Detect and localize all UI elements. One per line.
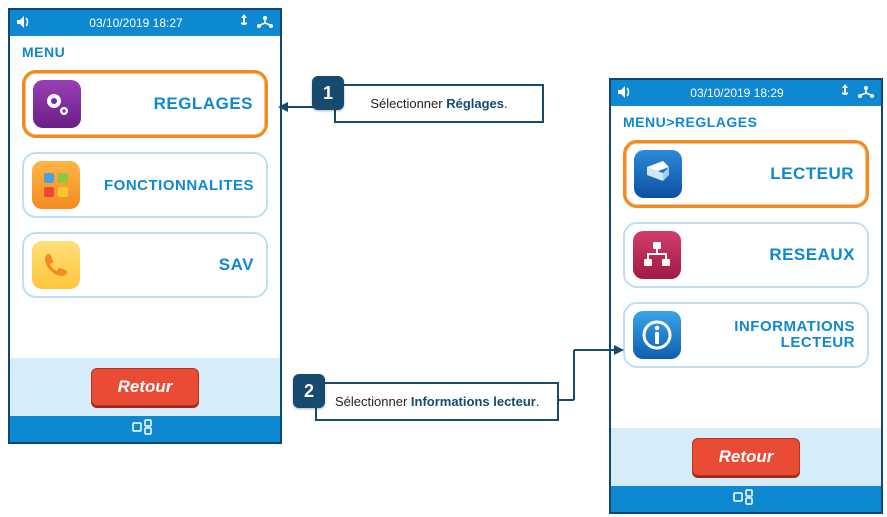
network-tree-icon — [633, 231, 681, 279]
network-icon — [857, 85, 875, 102]
status-bar: 03/10/2019 18:29 — [611, 80, 881, 106]
menu-item-label: REGLAGES — [91, 94, 253, 114]
callout-text-post: . — [536, 394, 540, 409]
menu-item-sav[interactable]: SAV — [22, 232, 268, 298]
phone-icon — [32, 241, 80, 289]
callout-box: Sélectionner Réglages. — [334, 84, 544, 123]
speaker-icon — [16, 15, 34, 32]
menu-item-label: RESEAUX — [691, 245, 855, 265]
network-icon — [256, 15, 274, 32]
menu-item-reglages[interactable]: REGLAGES — [22, 70, 268, 138]
info-icon — [633, 311, 681, 359]
status-timestamp: 03/10/2019 18:27 — [40, 16, 232, 30]
return-button[interactable]: Retour — [91, 368, 200, 406]
status-bar: 03/10/2019 18:27 — [10, 10, 280, 36]
gears-icon — [33, 80, 81, 128]
speaker-icon — [617, 85, 635, 102]
menu-item-label: FONCTIONNALITES — [90, 177, 254, 194]
apps-switch-icon[interactable] — [132, 419, 158, 440]
apps-icon — [32, 161, 80, 209]
apps-switch-icon[interactable] — [733, 489, 759, 510]
menu-item-informations-lecteur[interactable]: INFORMATIONS LECTEUR — [623, 302, 869, 368]
breadcrumb: MENU — [10, 36, 280, 64]
callout-number: 1 — [312, 76, 344, 110]
callout-box: Sélectionner Informations lecteur. — [315, 382, 559, 421]
menu-list: REGLAGES FONCTIONNALITES SAV — [10, 64, 280, 298]
menu-item-label: SAV — [90, 255, 254, 275]
menu-item-lecteur[interactable]: LECTEUR — [623, 140, 869, 208]
phone-screen-reglages: 03/10/2019 18:29 MENU>REGLAGES LECTEUR R… — [609, 78, 883, 514]
callout-text-pre: Sélectionner — [370, 96, 446, 111]
callout-step-1: 1 Sélectionner Réglages. — [312, 84, 544, 123]
callout-text-pre: Sélectionner — [335, 394, 411, 409]
menu-item-fonctionnalites[interactable]: FONCTIONNALITES — [22, 152, 268, 218]
callout-step-2: 2 Sélectionner Informations lecteur. — [293, 382, 559, 421]
bottom-bar — [611, 486, 881, 512]
return-bar: Retour — [611, 428, 881, 486]
return-bar: Retour — [10, 358, 280, 416]
reader-icon — [634, 150, 682, 198]
menu-item-label: LECTEUR — [692, 164, 854, 184]
status-timestamp: 03/10/2019 18:29 — [641, 86, 833, 100]
menu-list: LECTEUR RESEAUX INFORMATIONS LECTEUR — [611, 134, 881, 368]
menu-item-reseaux[interactable]: RESEAUX — [623, 222, 869, 288]
callout-text-post: . — [504, 96, 508, 111]
breadcrumb: MENU>REGLAGES — [611, 106, 881, 134]
callout-number: 2 — [293, 374, 325, 408]
bottom-bar — [10, 416, 280, 442]
usb-icon — [839, 84, 851, 103]
callout-text-bold: Informations lecteur — [411, 394, 536, 409]
usb-icon — [238, 14, 250, 33]
callout-text-bold: Réglages — [446, 96, 504, 111]
return-button[interactable]: Retour — [692, 438, 801, 476]
phone-screen-menu: 03/10/2019 18:27 MENU REGLAGES FONCTIONN… — [8, 8, 282, 444]
menu-item-label: INFORMATIONS LECTEUR — [691, 319, 855, 351]
